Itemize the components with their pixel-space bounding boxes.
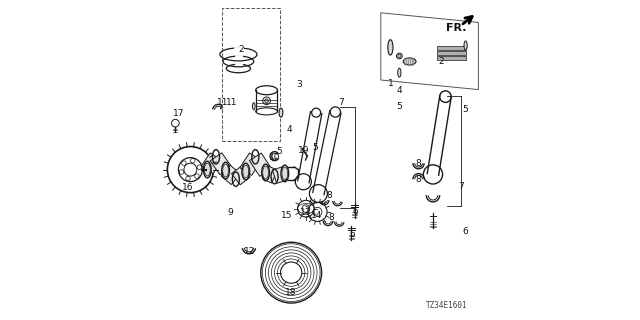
Ellipse shape (398, 68, 401, 77)
Polygon shape (381, 13, 479, 90)
Text: 2: 2 (239, 45, 244, 54)
Ellipse shape (263, 166, 269, 179)
Text: 14: 14 (311, 212, 323, 220)
Text: 8: 8 (327, 191, 332, 200)
FancyBboxPatch shape (437, 46, 466, 50)
Ellipse shape (243, 165, 248, 178)
Text: 5: 5 (463, 105, 468, 114)
Text: 9: 9 (228, 208, 233, 217)
Ellipse shape (253, 103, 255, 110)
Text: 18: 18 (285, 288, 297, 297)
Text: 3: 3 (296, 80, 302, 89)
Text: 4: 4 (397, 86, 402, 95)
Text: 5: 5 (397, 102, 402, 111)
Text: TZ34E1601: TZ34E1601 (426, 301, 467, 310)
Polygon shape (202, 153, 222, 173)
Text: 5: 5 (312, 143, 318, 152)
Text: 8: 8 (416, 175, 421, 184)
Text: 10: 10 (269, 153, 281, 162)
Text: 19: 19 (298, 146, 309, 155)
Ellipse shape (205, 163, 210, 176)
Polygon shape (250, 153, 271, 176)
Text: 2: 2 (439, 57, 444, 66)
Text: 15: 15 (281, 212, 292, 220)
Text: 17: 17 (173, 109, 184, 118)
Text: 8: 8 (329, 213, 334, 222)
FancyBboxPatch shape (437, 56, 466, 60)
Polygon shape (221, 165, 241, 185)
Text: 6: 6 (349, 230, 355, 239)
Text: 13: 13 (300, 208, 311, 217)
Text: 7: 7 (459, 182, 464, 191)
Text: 1: 1 (388, 79, 393, 88)
Circle shape (265, 99, 269, 103)
Circle shape (397, 53, 403, 59)
Text: 6: 6 (353, 207, 358, 216)
Text: 16: 16 (182, 183, 194, 192)
Ellipse shape (388, 40, 393, 55)
FancyBboxPatch shape (437, 51, 466, 55)
Polygon shape (262, 166, 278, 183)
Text: FR.: FR. (445, 23, 467, 33)
Text: 7: 7 (338, 98, 344, 107)
Polygon shape (273, 167, 287, 183)
Polygon shape (210, 153, 232, 175)
Text: 11: 11 (227, 98, 237, 107)
Polygon shape (240, 153, 261, 175)
Text: 4: 4 (287, 125, 292, 134)
Polygon shape (232, 166, 250, 185)
Ellipse shape (282, 167, 288, 180)
Ellipse shape (403, 58, 416, 65)
Text: 11: 11 (217, 98, 228, 107)
Text: 12: 12 (244, 247, 255, 256)
Text: 5: 5 (276, 147, 282, 156)
Ellipse shape (223, 164, 228, 177)
FancyBboxPatch shape (223, 8, 280, 141)
Ellipse shape (464, 41, 467, 50)
Text: 8: 8 (416, 159, 421, 168)
Text: 6: 6 (463, 227, 468, 236)
Ellipse shape (279, 108, 283, 117)
Circle shape (398, 54, 401, 58)
